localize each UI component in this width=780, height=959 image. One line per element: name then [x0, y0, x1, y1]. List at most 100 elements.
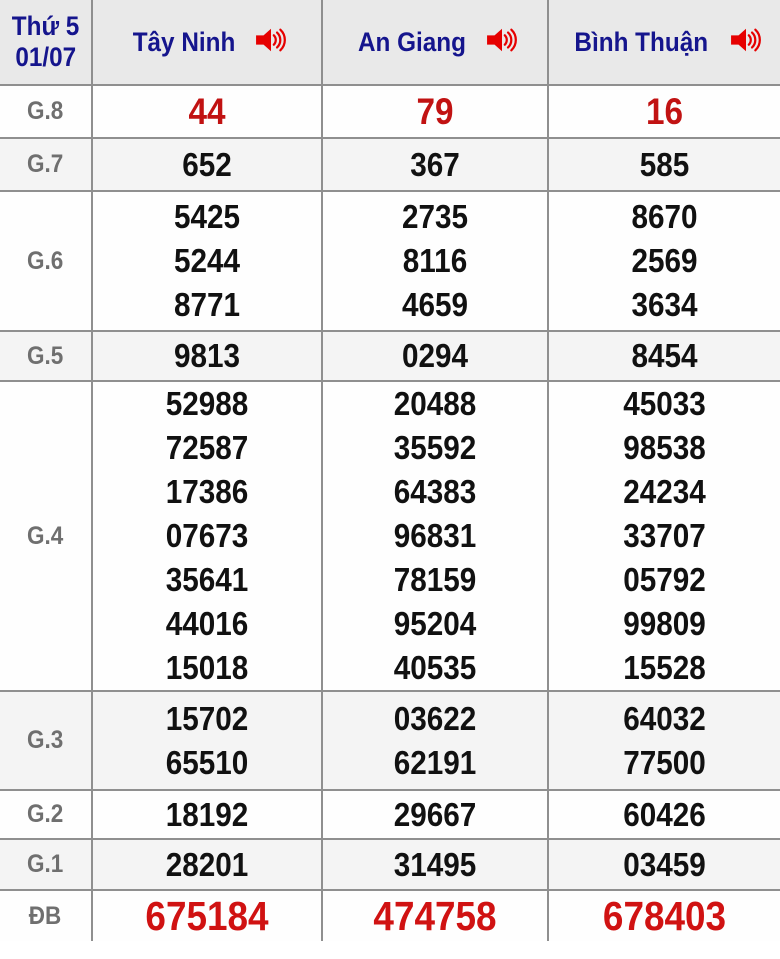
prize-row-g3: G.3 15702 65510 03622 62191 64032 77500	[0, 690, 780, 791]
result-number: 15528	[623, 649, 706, 686]
result-cell: 2735 8116 4659	[321, 190, 549, 332]
province-name: Tây Ninh	[132, 26, 236, 57]
province-header: Tây Ninh	[91, 0, 323, 86]
prize-label: ĐB	[29, 901, 62, 930]
result-number: 15702	[165, 699, 249, 737]
result-number: 675184	[145, 893, 269, 939]
header-row: Thứ 5 01/07 Tây Ninh An Giang Bình Thuận	[0, 0, 780, 86]
prize-row-g6: G.6 5425 5244 8771 2735 8116 4659 8670 2569 3634	[0, 190, 780, 332]
result-number: 77500	[623, 743, 706, 781]
prize-label: G.1	[27, 850, 64, 878]
result-cell: 8454	[547, 330, 780, 382]
result-number: 367	[410, 145, 460, 183]
result-number: 60426	[623, 795, 706, 833]
prize-row-g4: G.4 52988 72587 17386 07673 35641 44016 15018 20…	[0, 380, 780, 692]
result-number: 8670	[631, 198, 698, 235]
result-cell: 79	[321, 84, 549, 139]
result-number: 652	[182, 145, 232, 183]
result-number: 18192	[165, 795, 249, 833]
result-cell: 20488 35592 64383 96831 78159 95204 40535	[321, 380, 549, 692]
result-cell: 474758	[321, 889, 549, 942]
draw-date-label: 01/07	[15, 42, 76, 72]
province-name: An Giang	[358, 26, 466, 57]
speaker-icon[interactable]	[255, 26, 287, 61]
prize-label: G.5	[27, 341, 64, 370]
result-number: 07673	[165, 517, 249, 554]
result-cell: 60426	[547, 789, 780, 840]
result-number: 62191	[393, 743, 477, 781]
result-cell: 29667	[321, 789, 549, 840]
prize-row-g2: G.2 18192 29667 60426	[0, 789, 780, 840]
result-number: 28201	[165, 845, 249, 883]
result-cell: 8670 2569 3634	[547, 190, 780, 332]
result-number: 2735	[401, 198, 469, 235]
result-number: 72587	[165, 429, 249, 466]
result-number: 24234	[623, 473, 706, 510]
result-number: 35641	[165, 561, 249, 598]
result-number: 8454	[631, 337, 698, 374]
prize-row-db: ĐB 675184 474758 678403	[0, 889, 780, 942]
prize-label: G.8	[27, 97, 64, 125]
result-cell: 675184	[91, 889, 323, 942]
province-header: An Giang	[321, 0, 549, 86]
result-number: 8771	[173, 286, 241, 323]
result-cell: 28201	[91, 838, 323, 891]
prize-label-cell: G.3	[0, 690, 93, 791]
weekday-label: Thứ 5	[11, 11, 80, 41]
result-number: 03459	[623, 845, 706, 883]
result-number: 45033	[623, 385, 706, 422]
prize-label-cell: G.1	[0, 838, 93, 891]
result-number: 17386	[165, 473, 249, 510]
result-number: 65510	[165, 743, 249, 781]
prize-row-g8: G.8 44 79 16	[0, 84, 780, 139]
result-cell: 31495	[321, 838, 549, 891]
result-number: 96831	[393, 517, 477, 554]
result-cell: 9813	[91, 330, 323, 382]
result-cell: 03459	[547, 838, 780, 891]
prize-label-cell: ĐB	[0, 889, 93, 942]
prize-row-g1: G.1 28201 31495 03459	[0, 838, 780, 891]
result-number: 05792	[623, 561, 706, 598]
result-cell: 585	[547, 137, 780, 192]
result-number: 98538	[623, 429, 706, 466]
result-number: 79	[416, 90, 454, 132]
result-number: 0294	[401, 337, 469, 374]
prize-label: G.3	[27, 726, 64, 754]
result-number: 5425	[173, 198, 241, 235]
result-cell: 44	[91, 84, 323, 139]
prize-label: G.4	[27, 521, 64, 550]
result-number: 35592	[393, 429, 477, 466]
prize-label: G.6	[27, 246, 64, 275]
result-number: 678403	[602, 893, 727, 939]
speaker-icon[interactable]	[486, 26, 518, 61]
result-number: 2569	[631, 242, 698, 279]
result-cell: 652	[91, 137, 323, 192]
result-number: 44016	[165, 605, 249, 642]
result-cell: 678403	[547, 889, 780, 942]
result-cell: 18192	[91, 789, 323, 840]
result-number: 585	[639, 145, 690, 183]
result-number: 64383	[393, 473, 477, 510]
result-number: 8116	[402, 242, 468, 279]
speaker-icon[interactable]	[730, 26, 762, 61]
prize-label-cell: G.7	[0, 137, 93, 192]
result-number: 64032	[623, 699, 706, 737]
result-number: 31495	[393, 845, 477, 883]
prize-label-cell: G.6	[0, 190, 93, 332]
result-number: 15018	[165, 649, 249, 686]
result-cell: 367	[321, 137, 549, 192]
result-number: 95204	[393, 605, 477, 642]
result-cell: 5425 5244 8771	[91, 190, 323, 332]
result-number: 33707	[623, 517, 706, 554]
result-number: 3634	[631, 286, 698, 323]
result-number: 29667	[393, 795, 477, 833]
result-cell: 15702 65510	[91, 690, 323, 791]
prize-row-g5: G.5 9813 0294 8454	[0, 330, 780, 382]
prize-label-cell: G.5	[0, 330, 93, 382]
prize-row-g7: G.7 652 367 585	[0, 137, 780, 192]
result-cell: 0294	[321, 330, 549, 382]
prize-label: G.7	[27, 150, 64, 178]
result-number: 20488	[393, 385, 477, 422]
result-number: 5244	[173, 242, 241, 279]
prize-label-cell: G.8	[0, 84, 93, 139]
